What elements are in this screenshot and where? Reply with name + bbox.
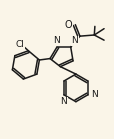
Text: N: N <box>60 97 67 106</box>
Text: N: N <box>71 36 77 45</box>
Text: Cl: Cl <box>15 40 24 49</box>
Text: N: N <box>90 90 97 99</box>
Text: N: N <box>53 36 60 45</box>
Text: O: O <box>64 20 72 30</box>
